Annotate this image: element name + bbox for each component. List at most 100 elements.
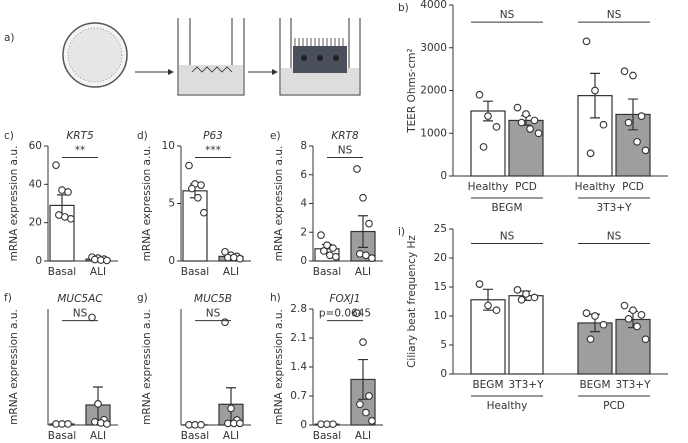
group-label: Healthy	[487, 400, 528, 412]
y-tick-label: 4000	[420, 0, 447, 11]
data-point	[227, 404, 235, 413]
y-tick-label: 3000	[420, 42, 447, 54]
schematic: a)	[4, 18, 361, 96]
y-tick-label: 2	[300, 226, 307, 238]
x-tick-label: BEGM	[579, 379, 610, 391]
y-tick-label: 25	[434, 223, 447, 235]
y-tick-label: 1000	[420, 127, 447, 139]
data-point	[332, 252, 340, 261]
data-point	[513, 103, 522, 112]
data-point	[329, 420, 337, 429]
bar	[182, 190, 208, 262]
data-point	[479, 143, 488, 151]
data-point	[522, 290, 530, 298]
data-point	[200, 208, 208, 217]
x-tick-label: ALI	[90, 430, 106, 442]
data-point	[629, 306, 637, 315]
panel-label: h)	[270, 292, 281, 304]
bar	[615, 318, 651, 375]
chart-title: MUC5AC	[57, 293, 103, 305]
y-axis-label: mRNA expression a.u.	[8, 146, 20, 262]
data-point	[586, 335, 595, 344]
y-tick-label: 20	[434, 252, 447, 264]
x-tick-label: Basal	[313, 266, 341, 278]
x-tick-label: Basal	[181, 430, 209, 442]
panel-label: d)	[137, 130, 148, 142]
data-point	[188, 184, 196, 193]
y-tick-label: 8	[300, 140, 307, 152]
data-point	[230, 253, 238, 262]
data-point	[359, 338, 367, 346]
data-point	[522, 110, 530, 118]
y-tick-label: 6	[300, 169, 307, 181]
data-point	[591, 312, 599, 320]
data-point	[64, 420, 72, 428]
x-tick-label: ALI	[223, 430, 239, 442]
data-point	[624, 118, 633, 127]
x-tick-label: ALI	[355, 430, 371, 442]
data-point	[221, 318, 229, 327]
bar	[508, 119, 544, 177]
annotation: NS	[73, 308, 88, 320]
data-point	[620, 301, 629, 310]
data-point	[52, 161, 60, 170]
y-axis-label: mRNA expression a.u.	[8, 309, 20, 425]
error-bar	[358, 215, 368, 248]
annotation: NS	[500, 231, 515, 243]
data-point	[620, 67, 629, 76]
x-tick-label: ALI	[355, 266, 371, 278]
data-point	[362, 251, 370, 260]
panel-label: e)	[270, 130, 281, 142]
y-axis-label: mRNA expression a.u.	[141, 309, 153, 425]
panel-label: a)	[4, 32, 15, 44]
y-tick-label: 15	[434, 281, 447, 293]
panel-label: b)	[398, 2, 409, 14]
y-tick-label: 40	[29, 178, 42, 190]
panel-label: c)	[4, 130, 14, 142]
y-tick-label: 2.8	[290, 303, 307, 315]
x-tick-label: BEGM	[472, 379, 503, 391]
y-tick-label: 60	[29, 140, 42, 152]
y-tick-label: 5	[440, 339, 447, 351]
data-point	[637, 112, 646, 120]
data-point	[599, 120, 608, 129]
data-point	[317, 231, 325, 239]
y-tick-label: 0	[300, 255, 307, 267]
y-tick-label: 10	[434, 310, 447, 322]
data-point	[353, 165, 361, 173]
data-point	[353, 309, 361, 317]
data-point	[194, 193, 202, 202]
y-tick-label: 2.1	[290, 332, 307, 344]
data-point	[475, 280, 484, 288]
x-tick-label: 3T3+Y	[509, 379, 545, 391]
y-axis-label: mRNA expression a.u.	[141, 146, 153, 262]
data-point	[586, 149, 595, 158]
y-tick-label: 0	[300, 419, 307, 431]
data-point	[197, 181, 205, 189]
data-point	[484, 112, 492, 120]
data-point	[517, 295, 526, 304]
data-point	[591, 86, 599, 95]
x-tick-label: Basal	[313, 430, 341, 442]
chart-title: FOXJ1	[330, 293, 361, 305]
data-point	[633, 322, 641, 331]
data-point	[517, 118, 526, 127]
data-point	[320, 247, 328, 255]
data-point	[329, 244, 337, 252]
data-point	[513, 286, 522, 294]
data-point	[67, 214, 75, 223]
y-tick-label: 5	[168, 198, 175, 210]
data-point	[88, 313, 96, 322]
data-point	[534, 129, 543, 138]
y-tick-label: 0	[168, 255, 175, 267]
annotation: ***	[205, 145, 221, 157]
data-point	[365, 219, 373, 228]
data-point	[356, 400, 364, 409]
y-tick-label: 0	[35, 255, 42, 267]
annotation: NS	[338, 145, 353, 157]
x-tick-label: ALI	[90, 266, 106, 278]
data-point	[94, 400, 102, 408]
chart-title: KRT5	[66, 130, 94, 142]
